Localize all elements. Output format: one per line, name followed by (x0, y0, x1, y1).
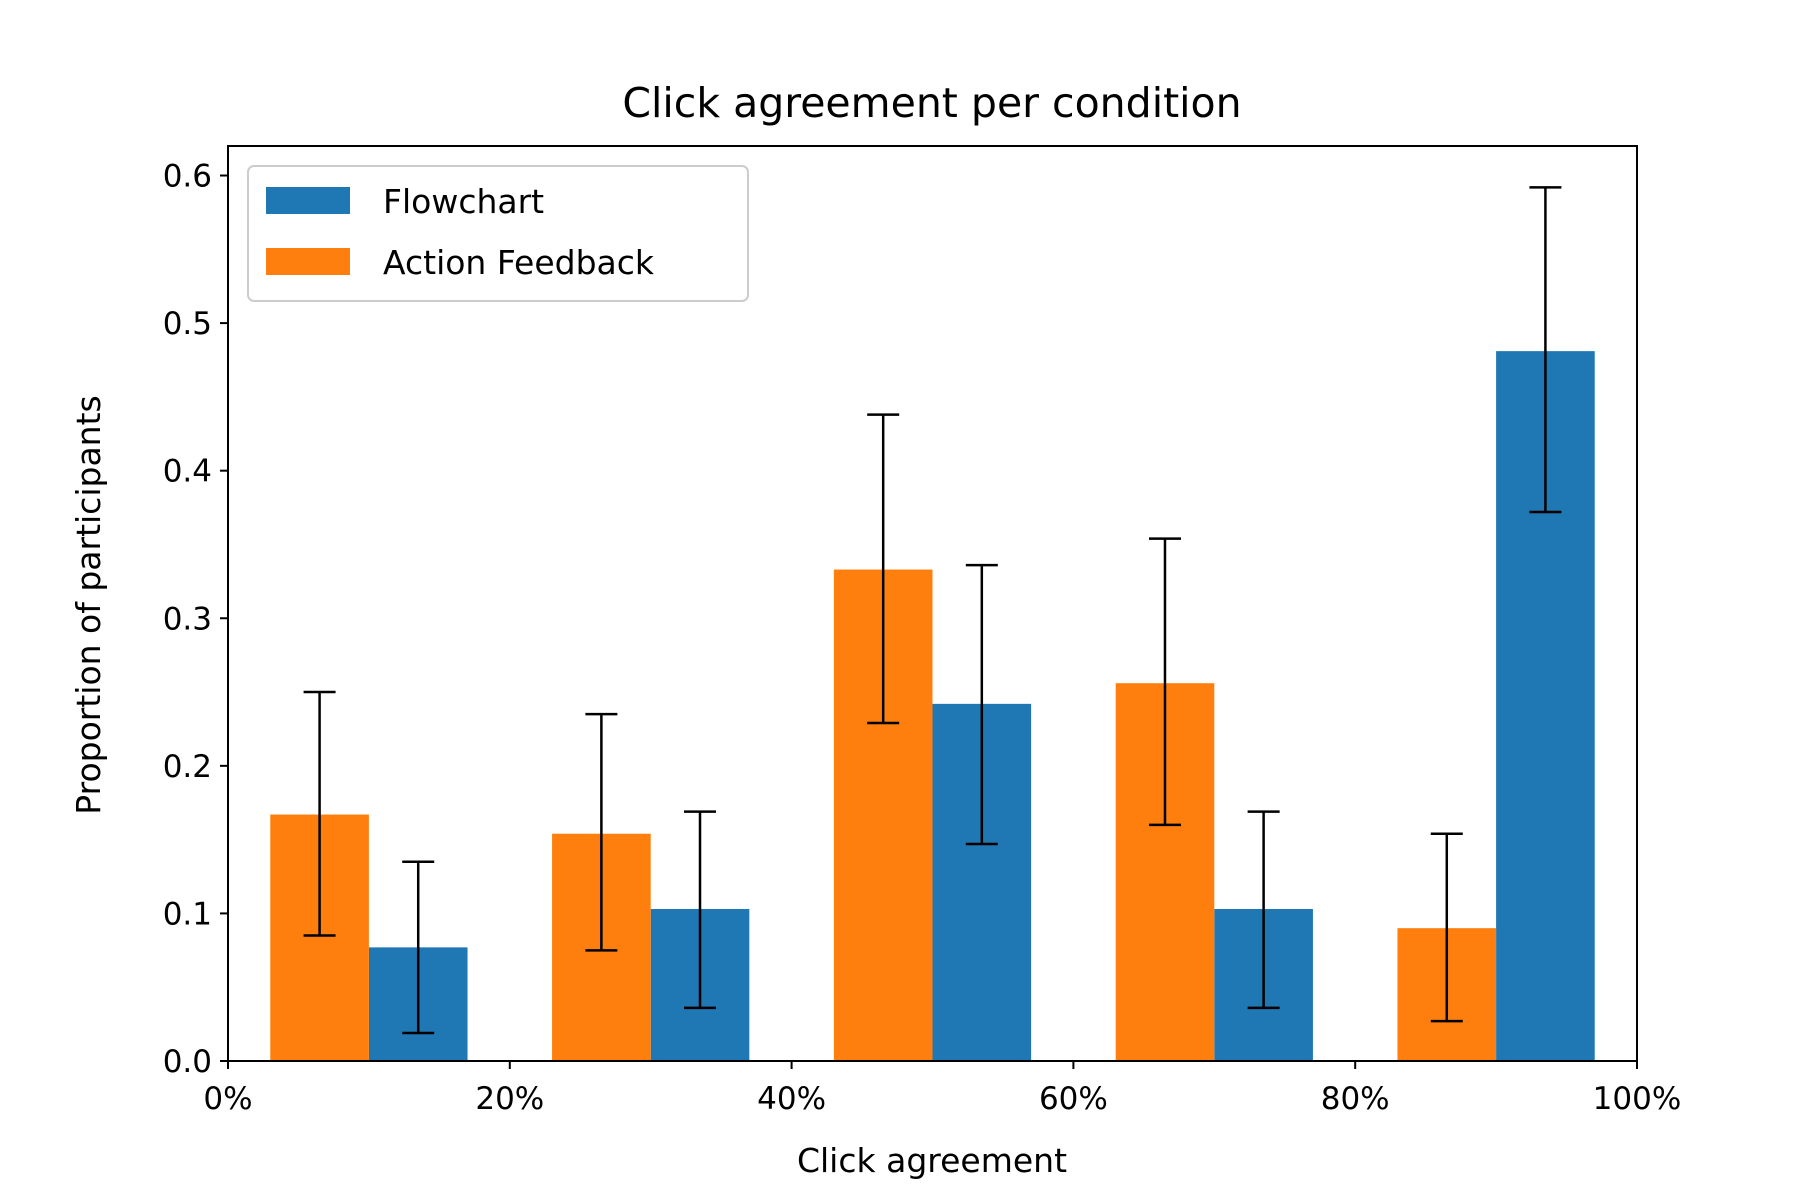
x-axis-label: Click agreement (797, 1141, 1067, 1180)
y-tick-label: 0.6 (163, 159, 212, 195)
errorbar-action-feedback-2 (867, 413, 900, 725)
chart-title: Click agreement per condition (622, 79, 1241, 127)
y-tick-label: 0.4 (163, 454, 212, 490)
errorbar-flowchart-4 (1529, 186, 1562, 514)
y-axis-label: Proportion of participants (69, 395, 108, 814)
legend-swatch-action-feedback (266, 248, 350, 275)
legend-swatch-flowchart (266, 187, 350, 214)
y-tick-label: 0.3 (163, 601, 212, 637)
x-tick-label: 20% (475, 1081, 544, 1117)
y-tick-label: 0.0 (163, 1044, 212, 1080)
x-ticks: 0% 20% 40% 60% 80% 100% (203, 1061, 1681, 1117)
x-tick-label: 60% (1039, 1081, 1108, 1117)
errorbar-action-feedback-1 (585, 712, 618, 952)
x-tick-label: 100% (1593, 1081, 1682, 1117)
legend-label-flowchart: Flowchart (383, 182, 544, 221)
errorbar-flowchart-3 (1247, 810, 1280, 1010)
plot-frame (227, 145, 1638, 1062)
errorbar-action-feedback-0 (303, 690, 336, 937)
y-tick-label: 0.1 (163, 896, 212, 932)
errorbar-action-feedback-3 (1148, 537, 1181, 827)
x-tick-label: 40% (757, 1081, 826, 1117)
y-tick-label: 0.5 (163, 306, 212, 342)
legend: Flowchart Action Feedback (247, 165, 749, 302)
errorbars-layer (303, 186, 1562, 1035)
y-ticks: 0.0 0.1 0.2 0.3 0.4 0.5 0.6 (163, 159, 228, 1080)
x-tick-label: 0% (203, 1081, 252, 1117)
errorbar-flowchart-0 (402, 860, 435, 1035)
bars-layer (270, 351, 1595, 1061)
errorbar-flowchart-2 (965, 563, 998, 846)
errorbar-flowchart-1 (684, 810, 717, 1010)
legend-box (247, 165, 749, 302)
y-tick-label: 0.2 (163, 749, 212, 785)
x-tick-label: 80% (1321, 1081, 1390, 1117)
errorbar-action-feedback-4 (1430, 832, 1463, 1023)
legend-label-action-feedback: Action Feedback (383, 243, 655, 282)
